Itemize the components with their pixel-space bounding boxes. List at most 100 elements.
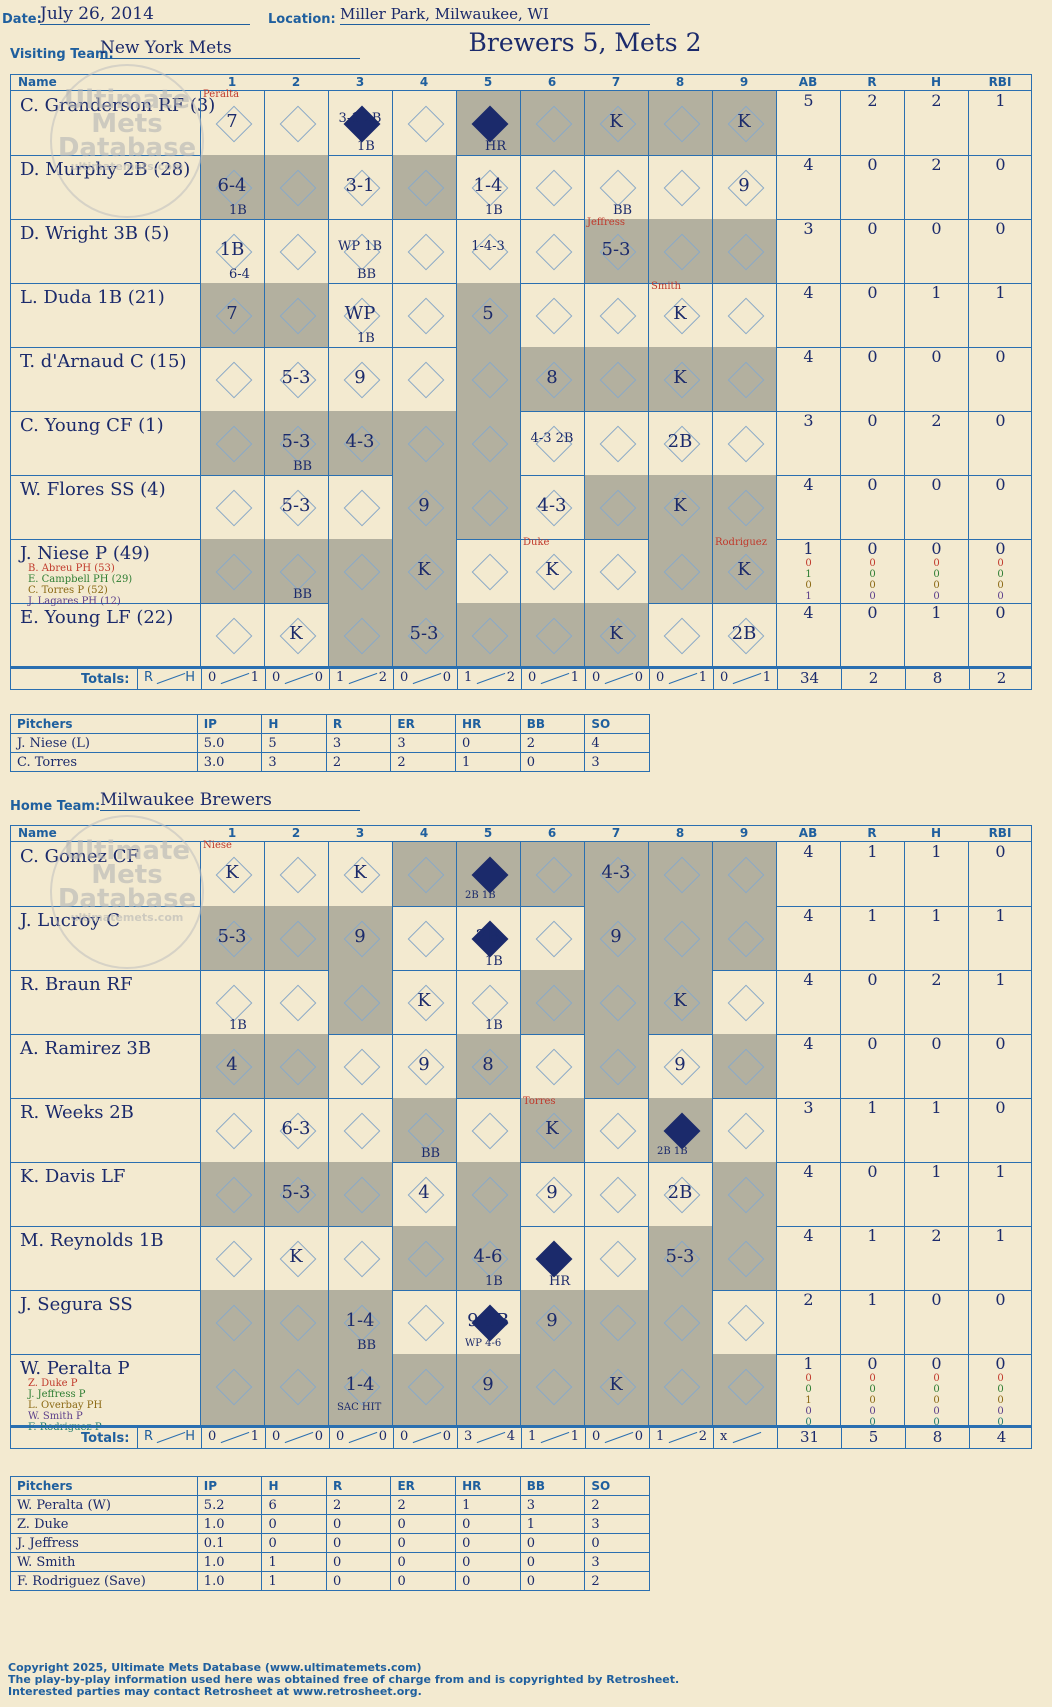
substitute-stat: 0 <box>805 1373 812 1384</box>
substitute-stat: 1 <box>805 569 812 580</box>
pitcher-stat-cell: 0 <box>325 1552 392 1572</box>
pitcher-stat-cell: 3 <box>584 1552 650 1572</box>
inning-runs: 0 <box>272 1429 281 1444</box>
substitute-stat: 0 <box>997 569 1004 580</box>
play-notation: 8 <box>482 1054 494 1075</box>
column-header-inning: 4 <box>419 826 429 840</box>
column-header-inning: 8 <box>675 75 685 89</box>
play-notation: K <box>289 1246 303 1267</box>
pitcher-stat-cell: W. Peralta (W) <box>10 1495 198 1515</box>
play-notation: 2B <box>475 926 501 947</box>
pitchers-header-cell: BB <box>519 1476 586 1496</box>
batter-stat: 3 <box>776 1098 840 1162</box>
watermark-url: ultimatemets.com <box>70 160 184 173</box>
inning-cell: 2B 1B <box>456 906 520 970</box>
pitchers-header-cell: SO <box>584 714 650 734</box>
base-diamond <box>663 920 701 958</box>
pitcher-stat-cell: 0 <box>519 1533 586 1553</box>
inning-cell: 9 <box>520 1162 584 1226</box>
play-notation: K <box>737 111 751 132</box>
substitute-stat: 0 <box>805 1384 812 1395</box>
base-diamond <box>279 233 317 271</box>
inning-cell <box>520 283 584 347</box>
base-diamond <box>279 1304 317 1342</box>
stat-value: 0 <box>867 283 878 302</box>
batter-stat: 1 <box>904 1162 968 1226</box>
play-notation: 9 <box>546 1310 558 1331</box>
slash-mark <box>476 672 506 685</box>
stat-value: 1 <box>867 1098 878 1117</box>
stat-value: 4 <box>803 283 814 302</box>
base-diamond <box>599 553 637 591</box>
home-scorecard: Name 1 2 3 4 5 6 7 8 9 AB R H RBI C. Gomez CF Niese K K 2B… <box>10 815 1032 1463</box>
slash-mark <box>348 672 378 685</box>
stat-value: 0 <box>867 475 878 494</box>
substitute-name: E. Campbell PH (29) <box>28 574 133 585</box>
base-diamond <box>471 617 509 655</box>
inning-cell: BB <box>584 155 648 219</box>
column-header-stat: RBI <box>988 826 1012 840</box>
inning-cell: 9 <box>648 1034 712 1098</box>
inning-cell <box>328 970 392 1034</box>
batter-stat: 4 <box>776 1162 840 1226</box>
pitcher-stat-cell: 0.1 <box>196 1533 263 1553</box>
base-diamond <box>535 297 573 335</box>
play-notation: 5-3 <box>217 926 247 947</box>
play-notation: 2B <box>731 623 757 644</box>
stat-total: 2 <box>841 669 905 689</box>
pitcher-stat-cell: 1 <box>261 1552 327 1572</box>
inning-cell <box>200 347 264 411</box>
base-diamond <box>663 105 701 143</box>
stat-value: 0 <box>931 539 942 558</box>
stat-value: 2 <box>931 411 942 430</box>
inning-cell <box>392 842 456 906</box>
inning-cell <box>584 1226 648 1290</box>
inning-cell <box>584 411 648 475</box>
pitchers-header-cell: IP <box>196 1476 263 1496</box>
inning-runs: 0 <box>592 1429 601 1444</box>
inning-runs: 0 <box>656 670 665 685</box>
inning-cell <box>200 1290 264 1354</box>
substitute-stat: 0 <box>997 1395 1004 1406</box>
substitute-name: Z. Duke P <box>28 1378 78 1389</box>
inning-cell: 5-3 <box>200 906 264 970</box>
inning-cell: 5 <box>456 283 520 347</box>
inning-cell: K <box>648 475 712 539</box>
play-notation: 5-3 <box>281 431 311 452</box>
inning-cell: 2B <box>648 1162 712 1226</box>
inning-cell: 6-3 <box>264 1098 328 1162</box>
batter-stat: 0 <box>904 1034 968 1098</box>
batter-stat: 0 <box>968 219 1032 283</box>
inning-cell <box>456 603 520 667</box>
pitcher-stat-cell: 0 <box>325 1533 392 1553</box>
inning-cell: 2B <box>648 411 712 475</box>
play-notation: 9 1B <box>467 1310 509 1331</box>
batter-stat: 2 <box>904 1226 968 1290</box>
stat-value: 0 <box>931 347 942 366</box>
substitute-stat: 0 <box>933 580 940 591</box>
substitute-name: J. Jeffress P <box>28 1389 86 1400</box>
slash-mark <box>540 1431 570 1444</box>
base-diamond <box>343 1112 381 1150</box>
batter-name: R. Braun RF <box>20 974 133 995</box>
inning-cell <box>520 603 584 667</box>
inning-hits: 0 <box>378 1429 387 1444</box>
batter-name: M. Reynolds 1B <box>20 1230 164 1251</box>
batter-stat: 0 <box>840 603 904 667</box>
batter-stat: 4 <box>776 1226 840 1290</box>
inning-cell <box>648 539 712 603</box>
slash-mark <box>732 672 762 685</box>
stat-total: 2 <box>969 669 1033 689</box>
pitchers-header-cell: HR <box>455 714 521 734</box>
batter-row: C. Young CF (1) 5-3 BB 4-3 4-3 2B 2B 3 0 2 0 <box>10 411 1032 476</box>
play-subnotation: 2B 1B <box>657 1146 688 1157</box>
inning-cell: 7 <box>200 283 264 347</box>
inning-cell <box>712 347 776 411</box>
base-diamond <box>407 361 445 399</box>
stat-value: 1 <box>803 539 814 558</box>
base-diamond <box>215 553 253 591</box>
stat-value: 2 <box>867 91 878 110</box>
inning-cell: 1-4 SAC HIT <box>328 1354 392 1426</box>
